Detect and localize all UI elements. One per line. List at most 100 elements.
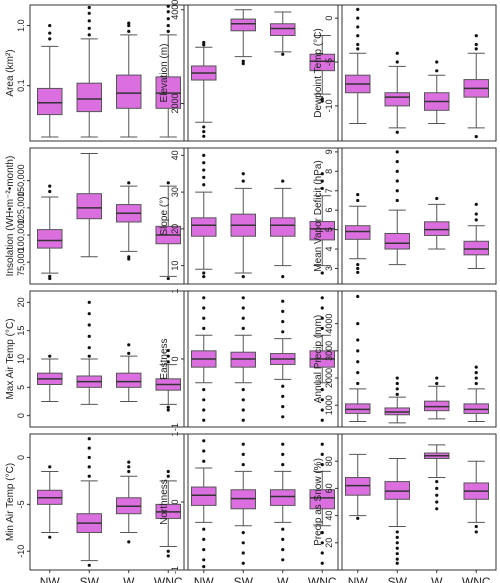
- y-tick-label: 5: [16, 385, 26, 390]
- outlier-point: [166, 554, 170, 558]
- outlier-point: [202, 43, 206, 47]
- y-tick-label: 80: [324, 456, 334, 466]
- outlier-point: [356, 322, 360, 326]
- outlier-point: [241, 275, 245, 279]
- outlier-point: [202, 134, 206, 138]
- iqr-box: [230, 18, 256, 32]
- outlier-point: [48, 31, 52, 35]
- outlier-point: [241, 306, 245, 310]
- outlier-point: [356, 25, 360, 29]
- outlier-point: [281, 452, 285, 456]
- outlier-point: [356, 193, 360, 197]
- box-W: [270, 442, 296, 562]
- panel-frame: [29, 4, 189, 142]
- outlier-point: [395, 179, 399, 183]
- box-W: [270, 11, 296, 56]
- y-tick-label: 0: [16, 413, 26, 418]
- y-axis-label: Precip as Snow (%): [313, 458, 324, 546]
- panel-11: -1 0 1 Northness NW SW W WNC: [159, 431, 343, 583]
- box-SW: [384, 457, 410, 565]
- iqr-box: [76, 82, 102, 113]
- y-tick-label: 40: [170, 150, 180, 160]
- outlier-point: [474, 202, 478, 206]
- outlier-point: [241, 442, 245, 446]
- box-NW: [37, 465, 63, 539]
- x-tick-label: WNC: [308, 575, 337, 583]
- y-tick-label: 15: [16, 326, 26, 336]
- outlier-point: [166, 276, 170, 281]
- outlier-point: [395, 189, 399, 193]
- outlier-point: [320, 463, 324, 467]
- outlier-point: [474, 530, 478, 534]
- outlier-point: [356, 270, 360, 274]
- y-tick-label: 75,000: [16, 248, 26, 276]
- panel-frame: [337, 147, 497, 285]
- iqr-box: [309, 221, 335, 241]
- y-axis-label: Area (km²): [5, 49, 16, 96]
- outlier-point: [127, 21, 131, 25]
- outlier-point: [356, 371, 360, 375]
- iqr-box: [191, 486, 217, 506]
- outlier-point: [87, 5, 91, 10]
- iqr-box: [384, 92, 410, 107]
- outlier-point: [166, 4, 170, 8]
- outlier-point: [281, 394, 285, 398]
- y-tick-label: -5: [324, 58, 334, 66]
- outlier-point: [241, 463, 245, 467]
- outlier-point: [356, 266, 360, 271]
- outlier-point: [202, 183, 206, 187]
- x-tick-label: W: [277, 575, 289, 583]
- outlier-point: [87, 354, 91, 358]
- outlier-point: [281, 442, 285, 446]
- outlier-point: [320, 296, 324, 300]
- y-axis-label: Mean Vapor Deficit (hPa): [313, 160, 324, 272]
- box-SW: [230, 296, 256, 422]
- x-tick-label: W: [431, 575, 443, 583]
- outlier-point: [202, 125, 206, 129]
- y-axis-label: Northness: [159, 479, 170, 525]
- box-NW: [345, 453, 371, 520]
- outlier-point: [48, 189, 52, 194]
- outlier-point: [474, 381, 478, 386]
- box-SW: [384, 376, 410, 424]
- outlier-point: [281, 299, 285, 303]
- outlier-point: [166, 17, 170, 21]
- box-SW: [230, 9, 256, 66]
- outlier-point: [395, 387, 399, 391]
- outlier-point: [202, 527, 206, 531]
- y-tick-label: 20: [324, 538, 334, 548]
- outlier-point: [241, 296, 245, 300]
- outlier-point: [281, 275, 285, 279]
- y-tick-label: 150,000: [16, 164, 26, 197]
- outlier-point: [320, 388, 324, 392]
- outlier-point: [87, 446, 91, 450]
- outlier-point: [395, 392, 399, 396]
- outlier-point: [166, 360, 170, 364]
- outlier-point: [202, 326, 206, 330]
- outlier-point: [320, 97, 324, 101]
- box-SW: [76, 300, 102, 405]
- box-SW: [76, 5, 102, 138]
- outlier-point: [281, 52, 285, 56]
- outlier-point: [320, 541, 324, 545]
- iqr-box: [270, 489, 296, 506]
- iqr-box: [309, 489, 335, 510]
- x-tick-label: SW: [234, 575, 254, 583]
- outlier-point: [166, 408, 170, 412]
- y-tick-label: 125,000: [16, 192, 26, 225]
- y-tick-label: -5: [16, 500, 26, 508]
- outlier-point: [356, 349, 360, 353]
- iqr-box: [37, 87, 63, 116]
- outlier-point: [202, 408, 206, 412]
- outlier-point: [87, 346, 91, 350]
- outlier-point: [48, 535, 52, 539]
- y-tick-label: 4000: [170, 0, 180, 20]
- box-W: [270, 179, 296, 279]
- box-W: [116, 21, 142, 138]
- panel-frame: [337, 433, 497, 571]
- outlier-point: [241, 388, 245, 392]
- y-tick-label: 100,000: [16, 219, 26, 252]
- outlier-point: [87, 437, 91, 441]
